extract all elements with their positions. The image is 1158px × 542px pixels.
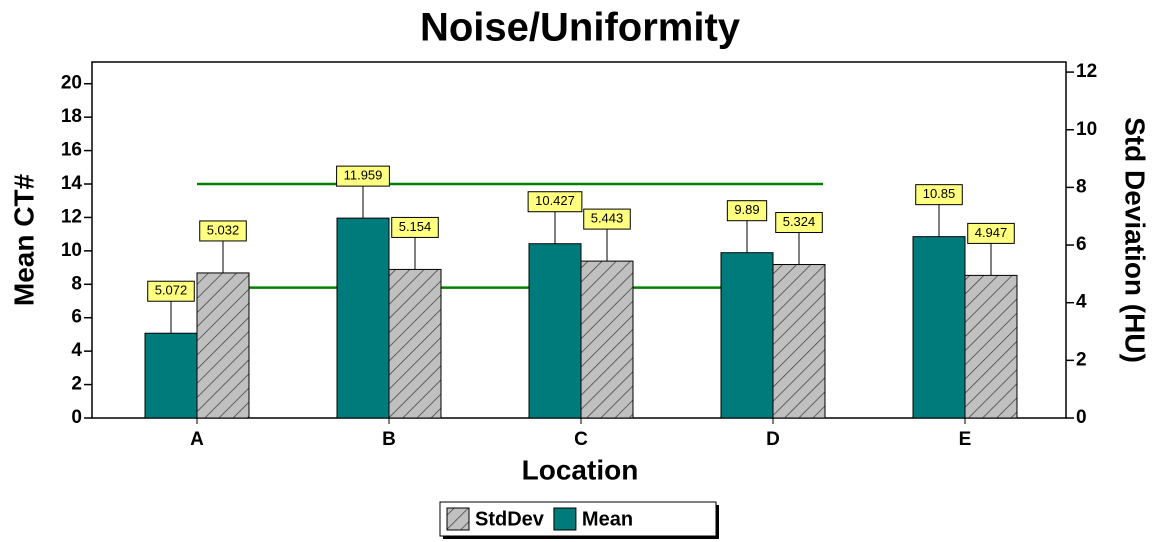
value-label: 9.89	[734, 202, 759, 217]
bar	[720, 252, 774, 419]
value-label-box	[147, 280, 195, 302]
bar	[912, 236, 966, 419]
value-label-box	[336, 165, 390, 187]
y-tick-label: 14	[61, 173, 83, 194]
value-label: 5.072	[155, 283, 188, 298]
value-label: 5.154	[399, 219, 432, 234]
y2-tick-label: 8	[1076, 176, 1087, 197]
bar	[388, 268, 442, 419]
y2-tick-label: 2	[1076, 349, 1087, 370]
y-tick-label: 0	[71, 407, 82, 428]
value-label-box	[583, 208, 631, 230]
x-tick-label: C	[574, 429, 588, 450]
value-label: 10.85	[923, 186, 956, 201]
y-tick-label: 10	[61, 240, 82, 261]
legend-label: Mean	[582, 508, 633, 530]
chart-title: Noise/Uniformity	[420, 6, 741, 50]
x-tick-label: D	[766, 429, 780, 450]
legend-swatch	[446, 507, 470, 531]
y-tick-label: 12	[61, 206, 82, 227]
bar	[580, 260, 634, 419]
value-label-box	[775, 212, 823, 234]
bar	[336, 217, 390, 419]
x-tick-label: B	[382, 429, 396, 450]
value-label-box	[915, 184, 963, 206]
y-tick-label: 20	[61, 73, 82, 94]
value-label-box	[967, 222, 1015, 244]
x-tick-label: A	[190, 429, 204, 450]
value-label: 5.443	[591, 211, 624, 226]
value-label: 4.947	[975, 225, 1008, 240]
value-label-box	[726, 200, 768, 222]
value-label: 5.032	[207, 222, 240, 237]
y2-tick-label: 12	[1076, 61, 1097, 82]
value-label: 10.427	[535, 193, 575, 208]
y-axis-label: Mean CT#	[8, 173, 39, 306]
y-tick-label: 8	[71, 273, 82, 294]
legend-swatch	[553, 507, 577, 531]
y2-tick-label: 10	[1076, 119, 1097, 140]
y2-axis-label: Std Deviation (HU)	[1120, 117, 1151, 363]
y-tick-label: 2	[71, 374, 82, 395]
value-label-box	[391, 216, 439, 238]
y-tick-label: 6	[71, 307, 82, 328]
bar	[772, 264, 826, 419]
value-label-box	[527, 191, 583, 213]
value-label: 5.324	[783, 214, 816, 229]
y-tick-label: 18	[61, 106, 82, 127]
x-axis-label: Location	[522, 454, 639, 485]
y2-tick-label: 4	[1076, 292, 1087, 313]
legend-label: StdDev	[475, 508, 545, 530]
bar	[528, 243, 582, 419]
bar	[964, 274, 1018, 419]
legend-box	[439, 501, 717, 537]
y-tick-label: 4	[71, 340, 82, 361]
value-label: 11.959	[344, 168, 383, 183]
bar	[196, 272, 250, 419]
value-label-box	[199, 220, 247, 242]
y2-tick-label: 0	[1076, 407, 1087, 428]
bar	[144, 332, 198, 419]
y-tick-label: 16	[61, 140, 82, 161]
y2-tick-label: 6	[1076, 234, 1087, 255]
x-tick-label: E	[959, 429, 972, 450]
